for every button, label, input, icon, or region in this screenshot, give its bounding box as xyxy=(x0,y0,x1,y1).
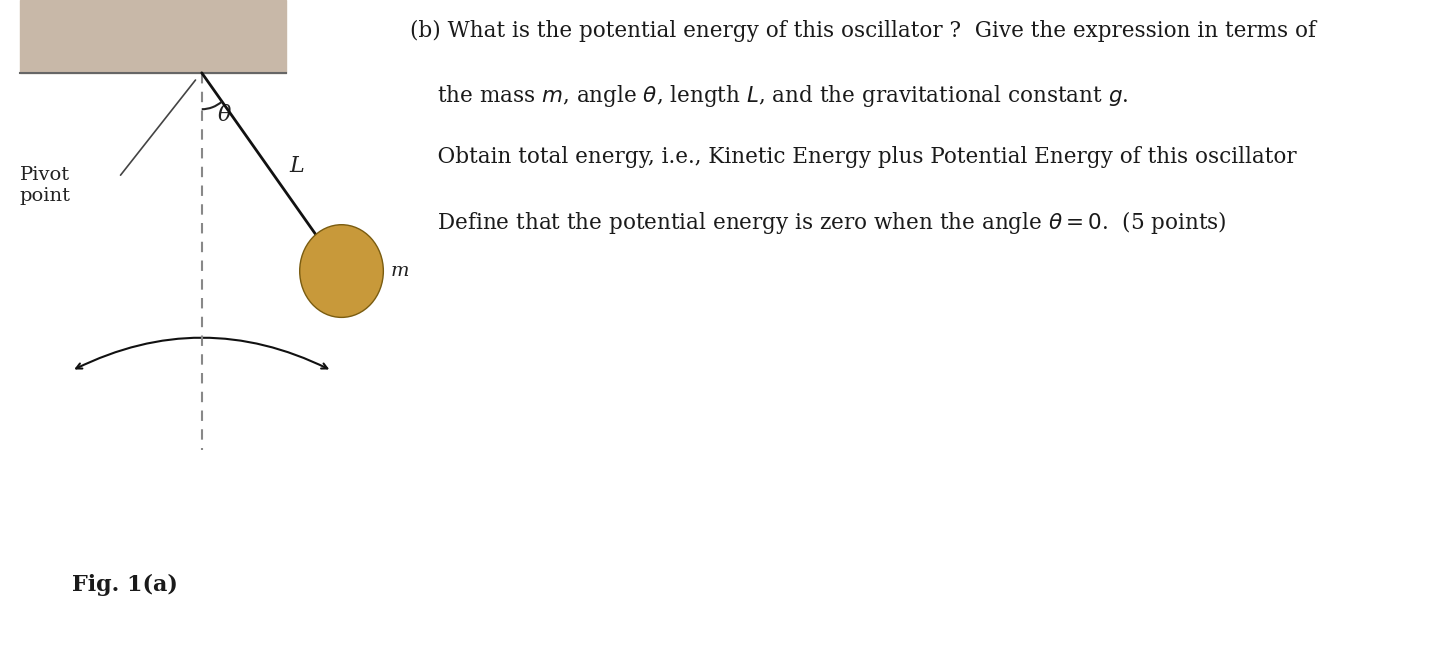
Text: L: L xyxy=(290,155,304,177)
Text: θ: θ xyxy=(218,104,231,126)
Text: Define that the potential energy is zero when the angle $\theta = 0$.  (5 points: Define that the potential energy is zero… xyxy=(410,209,1227,236)
Text: m: m xyxy=(391,262,410,280)
Circle shape xyxy=(300,224,384,317)
Text: the mass $m$, angle $\theta$, length $L$, and the gravitational constant $g$.: the mass $m$, angle $\theta$, length $L$… xyxy=(410,83,1129,109)
Bar xyxy=(20,0,287,73)
Text: Fig. 1(a): Fig. 1(a) xyxy=(72,574,177,596)
Text: Pivot
point: Pivot point xyxy=(20,166,71,205)
Text: Obtain total energy, i.e., Kinetic Energy plus Potential Energy of this oscillat: Obtain total energy, i.e., Kinetic Energ… xyxy=(410,146,1296,167)
Text: (b) What is the potential energy of this oscillator ?  Give the expression in te: (b) What is the potential energy of this… xyxy=(410,20,1317,42)
